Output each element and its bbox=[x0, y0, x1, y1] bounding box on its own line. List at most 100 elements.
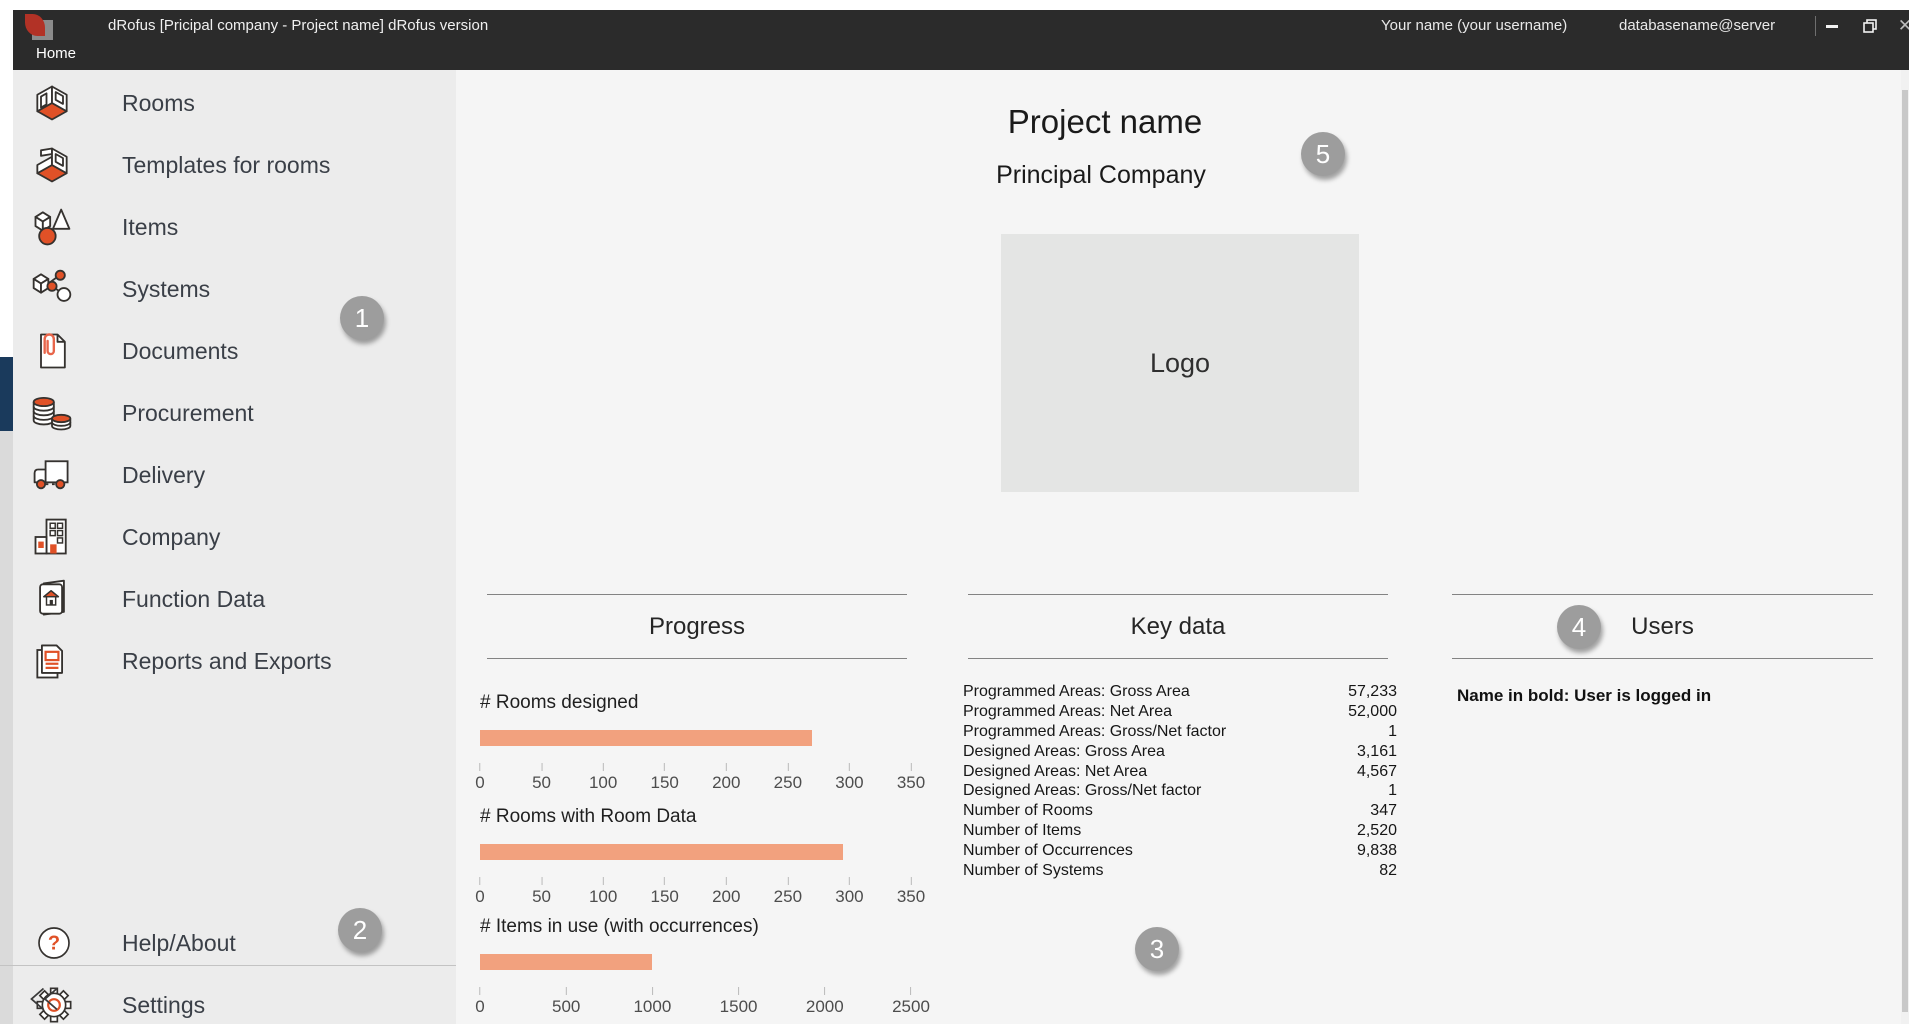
window-title: dRofus [Pricipal company - Project name]… bbox=[108, 17, 489, 34]
table-row: Designed Areas: Gross/Net factor 1 bbox=[963, 781, 1397, 801]
sidebar-collapse-button[interactable] bbox=[13, 975, 456, 1023]
axis-tick: 1000 bbox=[633, 997, 672, 1016]
key-data-label: Number of Items bbox=[963, 822, 1082, 840]
users-section-title: Users bbox=[1631, 612, 1694, 640]
chart-title: # Items in use (with occurrences) bbox=[480, 916, 759, 937]
rooms-icon bbox=[36, 85, 68, 121]
annotation-callout-2: 2 bbox=[338, 908, 382, 952]
chart-title: # Rooms designed bbox=[480, 692, 639, 713]
sidebar-item-label: Settings bbox=[122, 991, 206, 1018]
key-data-label: Programmed Areas: Gross/Net factor bbox=[963, 722, 1227, 740]
axis-tick: 50 bbox=[532, 773, 552, 792]
key-data-value: 52,000 bbox=[1348, 702, 1397, 720]
key-data-section-header: Key data bbox=[968, 594, 1388, 659]
left-rail bbox=[0, 10, 13, 357]
minimize-button[interactable] bbox=[1817, 10, 1847, 42]
progress-section-header: Progress bbox=[487, 594, 907, 659]
axis-tick: 50 bbox=[532, 887, 552, 906]
sidebar-item-reports-and-exports[interactable]: Reports and Exports bbox=[13, 630, 456, 692]
reports-icon bbox=[36, 644, 63, 679]
logo-placeholder: Logo bbox=[1001, 234, 1359, 492]
key-data-table: Programmed Areas: Gross Area 57,233 Progr… bbox=[963, 682, 1397, 881]
sidebar-item-company[interactable]: Company bbox=[13, 506, 456, 568]
sidebar-item-label: Systems bbox=[122, 275, 211, 302]
key-data-label: Number of Rooms bbox=[963, 802, 1093, 820]
axis-tick: 100 bbox=[588, 887, 618, 906]
sidebar-item-rooms[interactable]: Rooms bbox=[13, 72, 456, 134]
sidebar-item-items[interactable]: Items bbox=[13, 196, 456, 258]
users-logged-in-note: Name in bold: User is logged in bbox=[1457, 686, 1712, 705]
table-row: Programmed Areas: Gross Area 57,233 bbox=[963, 682, 1397, 702]
svg-text:?: ? bbox=[48, 933, 60, 955]
sidebar-item-delivery[interactable]: Delivery bbox=[13, 444, 456, 506]
table-row: Designed Areas: Net Area 4,567 bbox=[963, 762, 1397, 782]
axis-tick: 150 bbox=[650, 773, 679, 792]
sidebar-item-label: Reports and Exports bbox=[122, 647, 332, 674]
annotation-callout-4: 4 bbox=[1557, 605, 1601, 649]
key-data-value: 3,161 bbox=[1356, 742, 1397, 760]
table-row: Designed Areas: Gross Area 3,161 bbox=[963, 742, 1397, 762]
bar-rooms-with-room-data bbox=[480, 844, 844, 860]
chart-rooms-designed: # Rooms designed 0 50 100 150 200 250 30… bbox=[475, 690, 925, 797]
sidebar: Rooms Templates for rooms bbox=[0, 70, 456, 1024]
sidebar-nav: Rooms Templates for rooms bbox=[13, 72, 456, 692]
table-row: Number of Rooms 347 bbox=[963, 801, 1397, 821]
sidebar-item-systems[interactable]: Systems bbox=[13, 258, 456, 320]
users-section-header: Users bbox=[1452, 594, 1873, 659]
axis-tick: 0 bbox=[475, 997, 485, 1016]
axis-tick: 300 bbox=[835, 773, 864, 792]
collapse-chevrons-icon bbox=[30, 987, 58, 1011]
axis-tick: 0 bbox=[475, 773, 485, 792]
key-data-value: 82 bbox=[1379, 862, 1397, 880]
chart-title: # Rooms with Room Data bbox=[480, 806, 697, 827]
room-templates-icon bbox=[36, 147, 68, 183]
x-axis: 0 50 100 150 200 250 300 350 bbox=[475, 877, 925, 911]
titlebar: dRofus [Pricipal company - Project name]… bbox=[13, 10, 1909, 70]
items-icon bbox=[34, 208, 71, 246]
documents-icon bbox=[40, 333, 66, 369]
project-name-title: Project name bbox=[1007, 103, 1203, 140]
axis-tick: 2000 bbox=[805, 997, 844, 1016]
sidebar-item-help-about[interactable]: ? Help/About bbox=[13, 912, 456, 974]
table-row: Number of Systems 82 bbox=[963, 861, 1397, 881]
key-data-section-title: Key data bbox=[1130, 612, 1226, 640]
scrollbar-thumb[interactable] bbox=[1902, 90, 1908, 1012]
left-rail-lower bbox=[0, 431, 13, 1024]
axis-tick: 0 bbox=[475, 887, 485, 906]
sidebar-item-label: Procurement bbox=[122, 399, 254, 426]
key-data-label: Designed Areas: Gross/Net factor bbox=[963, 782, 1202, 800]
axis-tick: 250 bbox=[773, 887, 803, 906]
top-margin bbox=[0, 0, 1909, 10]
sidebar-item-templates-for-rooms[interactable]: Templates for rooms bbox=[13, 134, 456, 196]
sidebar-item-procurement[interactable]: Procurement bbox=[13, 382, 456, 444]
function-data-icon bbox=[39, 579, 65, 616]
table-row: Programmed Areas: Gross/Net factor 1 bbox=[963, 722, 1397, 742]
systems-icon bbox=[32, 269, 72, 302]
sidebar-item-documents[interactable]: Documents bbox=[13, 320, 456, 382]
key-data-label: Number of Systems bbox=[963, 862, 1104, 880]
restore-button[interactable] bbox=[1855, 10, 1885, 42]
close-button[interactable]: ✕ bbox=[1897, 16, 1909, 35]
x-axis: 0 500 1000 1500 2000 2500 bbox=[475, 987, 930, 1021]
sidebar-item-label: Templates for rooms bbox=[122, 151, 331, 178]
database-label[interactable]: databasename@server bbox=[1619, 17, 1776, 34]
axis-tick: 200 bbox=[712, 887, 741, 906]
help-icon: ? bbox=[38, 927, 70, 959]
annotation-callout-3: 3 bbox=[1135, 927, 1179, 971]
key-data-value: 2,520 bbox=[1356, 822, 1397, 840]
sidebar-item-label: Items bbox=[122, 213, 179, 240]
bar-rooms-designed bbox=[480, 730, 813, 746]
sidebar-item-label: Help/About bbox=[122, 929, 236, 956]
vertical-scrollbar[interactable] bbox=[1901, 70, 1909, 1024]
bar-track bbox=[480, 730, 911, 746]
menu-home[interactable]: Home bbox=[36, 45, 77, 62]
sidebar-item-label: Rooms bbox=[122, 89, 195, 116]
delivery-icon bbox=[33, 460, 69, 490]
logo-placeholder-label: Logo bbox=[1149, 347, 1211, 378]
key-data-label: Number of Occurrences bbox=[963, 842, 1133, 860]
key-data-value: 9,838 bbox=[1356, 842, 1397, 860]
sidebar-item-function-data[interactable]: Function Data bbox=[13, 568, 456, 630]
current-user-label[interactable]: Your name (your username) bbox=[1381, 17, 1568, 34]
annotation-callout-5: 5 bbox=[1301, 132, 1345, 176]
